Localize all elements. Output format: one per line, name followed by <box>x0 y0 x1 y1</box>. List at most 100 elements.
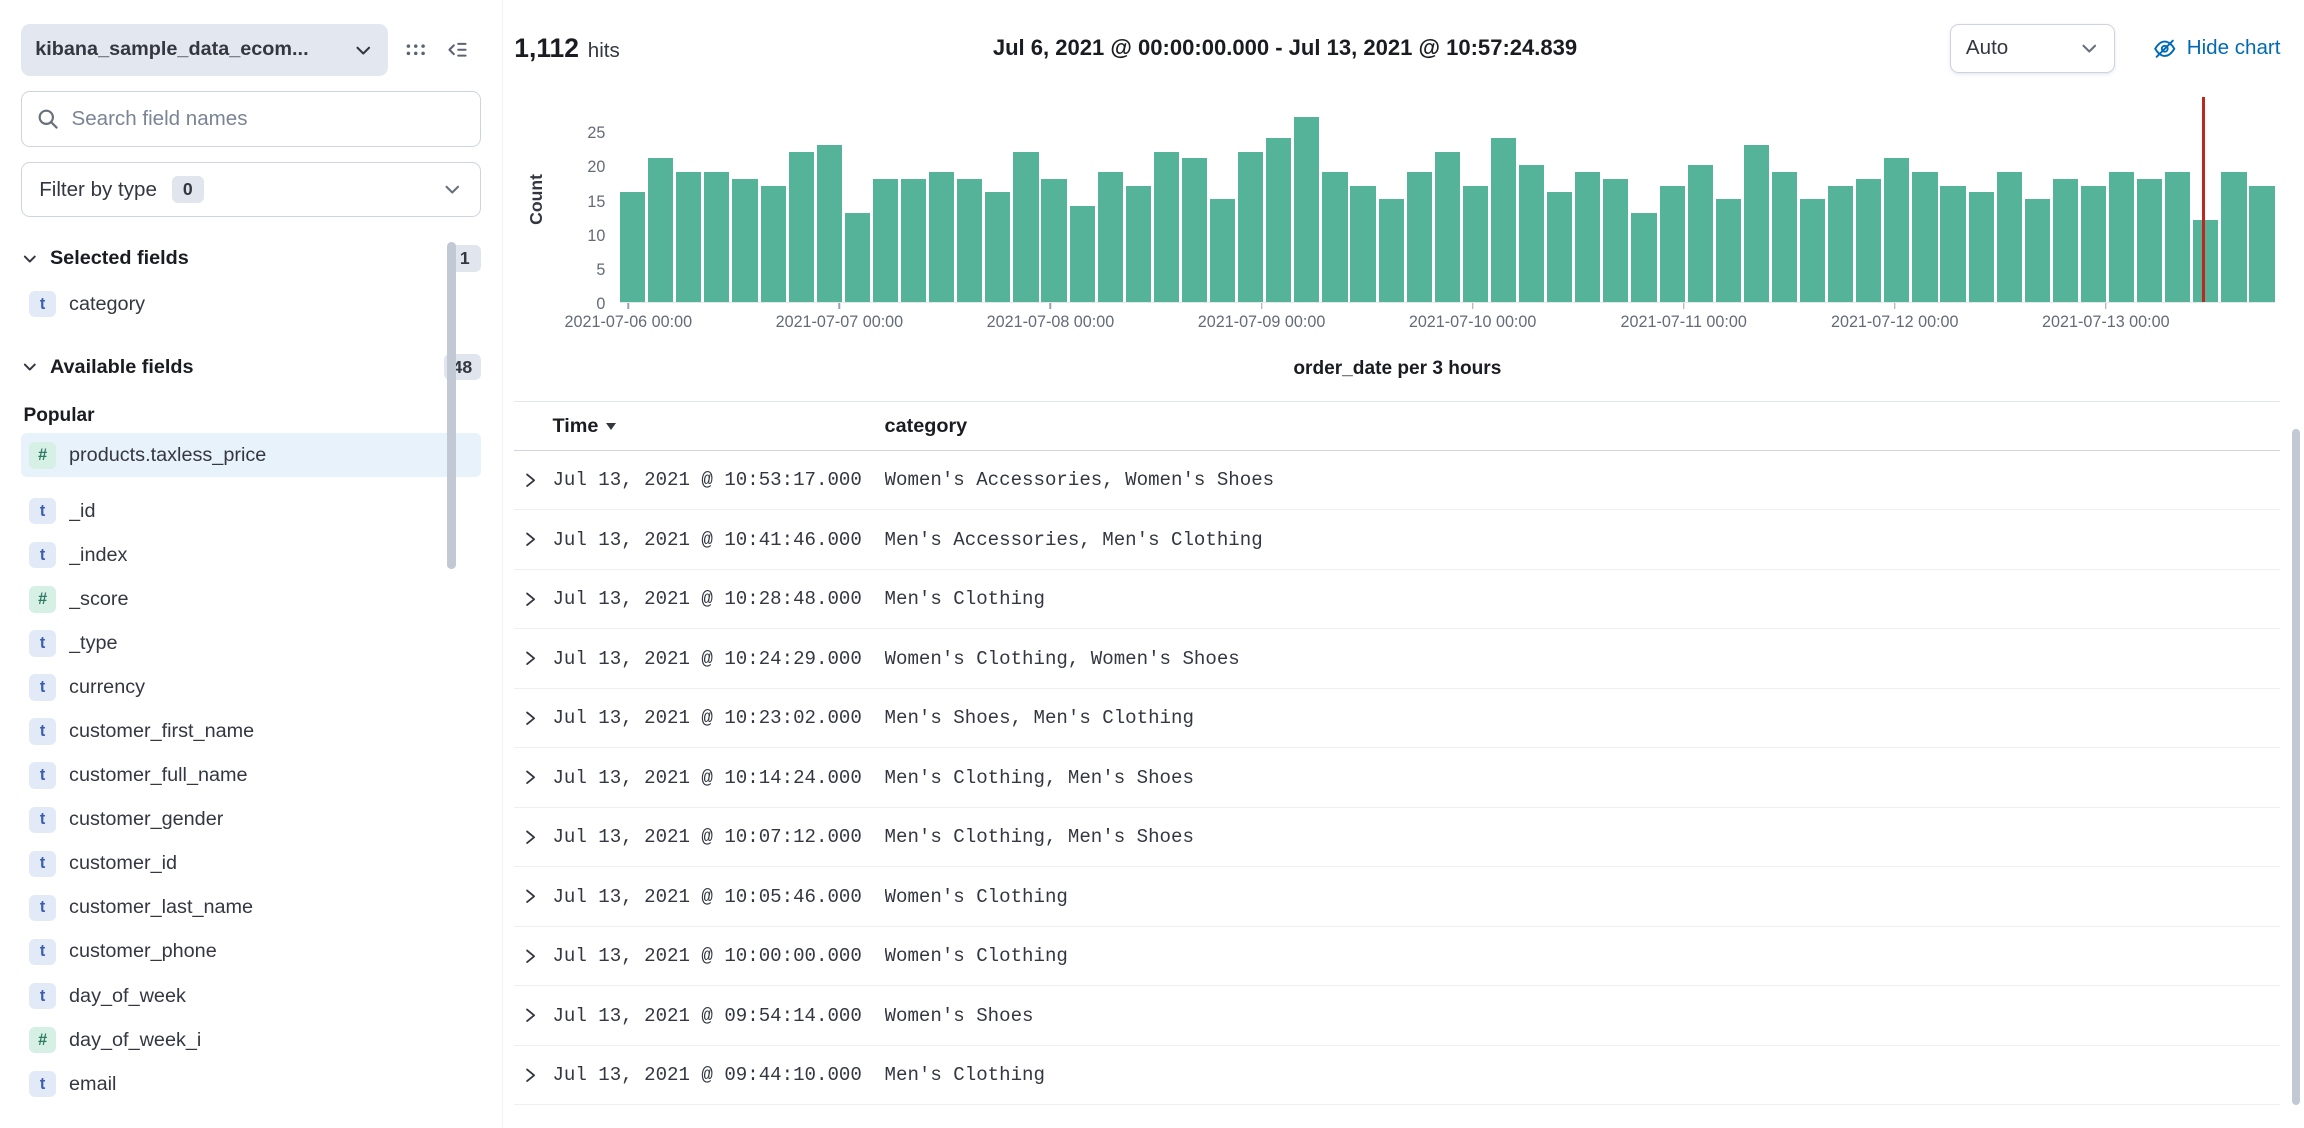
interval-select[interactable]: Auto <box>1950 23 2115 74</box>
histogram-bar[interactable] <box>1547 192 1573 302</box>
histogram-bar[interactable] <box>1631 212 1657 302</box>
histogram-bar[interactable] <box>1743 144 1769 302</box>
available-fields-header[interactable]: Available fields 48 <box>21 350 481 385</box>
histogram-bar[interactable] <box>1490 137 1517 302</box>
index-pattern-selector[interactable]: kibana_sample_data_ecom... <box>20 23 388 77</box>
histogram-bar[interactable] <box>1940 185 1966 302</box>
histogram-bar[interactable] <box>957 178 983 302</box>
histogram-bar[interactable] <box>816 144 842 302</box>
expand-document-icon[interactable] <box>514 643 546 675</box>
field-item-customer_full_name[interactable]: t customer_full_name <box>21 754 481 798</box>
histogram-bar[interactable] <box>2221 172 2247 302</box>
histogram-bar[interactable] <box>2193 219 2219 302</box>
histogram-bar[interactable] <box>1687 165 1713 302</box>
histogram-bar[interactable] <box>1322 172 1348 302</box>
histogram-bar[interactable] <box>1266 137 1292 302</box>
main-scrollbar[interactable] <box>2292 429 2300 1105</box>
expand-document-icon[interactable] <box>514 762 546 794</box>
histogram-bar[interactable] <box>2137 178 2163 302</box>
histogram-bar[interactable] <box>1884 158 1910 302</box>
histogram-bar[interactable] <box>1828 185 1854 302</box>
histogram-bar[interactable] <box>1041 178 1067 302</box>
field-item-customer_phone[interactable]: t customer_phone <box>21 930 481 974</box>
field-item-customer_last_name[interactable]: t customer_last_name <box>21 886 481 930</box>
expand-document-icon[interactable] <box>514 881 546 913</box>
expand-document-icon[interactable] <box>514 1059 546 1091</box>
field-search-input[interactable] <box>71 106 466 131</box>
histogram-bar[interactable] <box>1181 158 1208 302</box>
histogram-bar[interactable] <box>929 172 955 302</box>
histogram-bar[interactable] <box>1013 151 1039 302</box>
histogram-bar[interactable] <box>1462 185 1488 302</box>
histogram-bar[interactable] <box>844 212 870 302</box>
field-item-customer_gender[interactable]: t customer_gender <box>21 798 481 842</box>
sidebar-scrollbar[interactable] <box>446 242 456 569</box>
sort-desc-icon[interactable] <box>605 422 616 430</box>
histogram-bar[interactable] <box>760 185 786 302</box>
histogram-bar[interactable] <box>1771 172 1798 302</box>
histogram-bar[interactable] <box>1378 199 1404 302</box>
histogram-bar[interactable] <box>2165 172 2191 302</box>
histogram-bar[interactable] <box>732 178 758 302</box>
histogram-bar[interactable] <box>985 192 1011 302</box>
field-item-_id[interactable]: t _id <box>21 489 481 533</box>
histogram-bar[interactable] <box>2052 178 2078 302</box>
histogram-bar[interactable] <box>1659 185 1685 302</box>
histogram-bar[interactable] <box>1996 172 2022 302</box>
field-item-customer_id[interactable]: t customer_id <box>21 842 481 886</box>
histogram-bar[interactable] <box>1406 172 1432 302</box>
expand-document-icon[interactable] <box>514 1000 546 1032</box>
histogram-bar[interactable] <box>1856 178 1882 302</box>
histogram-bar[interactable] <box>1519 165 1545 302</box>
expand-document-icon[interactable] <box>514 583 546 615</box>
histogram-bar[interactable] <box>1575 172 1601 302</box>
histogram-bar[interactable] <box>1153 151 1179 302</box>
expand-document-icon[interactable] <box>514 464 546 496</box>
column-header-category[interactable]: category <box>884 414 968 437</box>
histogram-bar[interactable] <box>1069 206 1095 302</box>
histogram-bar[interactable] <box>2080 185 2107 302</box>
histogram-bar[interactable] <box>1238 151 1264 302</box>
field-item-currency[interactable]: t currency <box>21 665 481 709</box>
histogram-bar[interactable] <box>2109 172 2135 302</box>
histogram-bar[interactable] <box>648 158 674 302</box>
histogram-bar[interactable] <box>1294 117 1320 302</box>
expand-document-icon[interactable] <box>514 940 546 972</box>
expand-document-icon[interactable] <box>514 702 546 734</box>
histogram-bar[interactable] <box>1799 199 1826 302</box>
selected-fields-header[interactable]: Selected fields 1 <box>21 241 481 276</box>
field-item-customer_first_name[interactable]: t customer_first_name <box>21 710 481 754</box>
histogram-bar[interactable] <box>1603 178 1629 302</box>
histogram-bar[interactable] <box>1350 185 1376 302</box>
histogram-bar[interactable] <box>900 178 927 302</box>
histogram-bar[interactable] <box>872 178 899 302</box>
field-options-icon[interactable] <box>403 37 429 63</box>
histogram-bar[interactable] <box>1210 199 1236 302</box>
collapse-sidebar-icon[interactable] <box>444 37 470 63</box>
histogram-bar[interactable] <box>704 172 730 302</box>
histogram-bar[interactable] <box>620 192 646 302</box>
column-header-time[interactable]: Time <box>552 415 884 438</box>
histogram-bar[interactable] <box>676 172 702 302</box>
histogram-bar[interactable] <box>2024 199 2050 302</box>
histogram-bar[interactable] <box>1968 192 1994 302</box>
filter-by-type-button[interactable]: Filter by type 0 <box>20 161 481 218</box>
field-item-_type[interactable]: t _type <box>21 621 481 665</box>
histogram-bar[interactable] <box>1912 172 1938 302</box>
field-item-category[interactable]: t category <box>21 282 481 326</box>
histogram-bar[interactable] <box>1125 185 1151 302</box>
field-item-day_of_week_i[interactable]: # day_of_week_i <box>21 1018 481 1062</box>
histogram-bar[interactable] <box>1434 151 1460 302</box>
field-item-day_of_week[interactable]: t day_of_week <box>21 974 481 1018</box>
field-item-_index[interactable]: t _index <box>21 533 481 577</box>
histogram-bar[interactable] <box>2249 185 2275 302</box>
expand-document-icon[interactable] <box>514 524 546 556</box>
histogram-bar[interactable] <box>1097 172 1123 302</box>
histogram-bar[interactable] <box>1715 199 1741 302</box>
hide-chart-button[interactable]: Hide chart <box>2153 36 2280 60</box>
expand-document-icon[interactable] <box>514 821 546 853</box>
field-item-products.taxless_price[interactable]: # products.taxless_price <box>20 433 481 478</box>
field-item-_score[interactable]: # _score <box>21 577 481 621</box>
field-item-email[interactable]: t email <box>21 1062 481 1106</box>
histogram-bar[interactable] <box>788 151 814 302</box>
